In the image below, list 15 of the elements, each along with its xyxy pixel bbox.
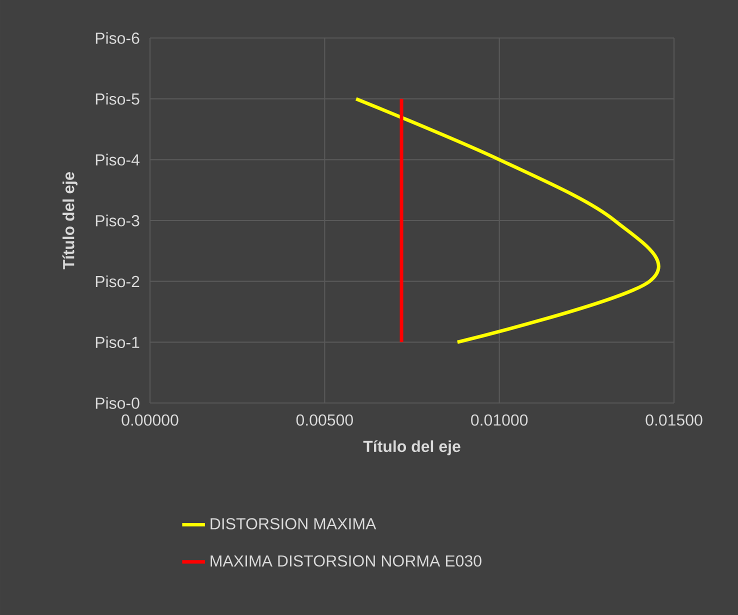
y-tick-label: Piso-3 (96, 214, 140, 226)
y-tick-label: Piso-1 (96, 336, 140, 348)
y-axis-title: Título del eje (62, 172, 78, 270)
y-tick-label: Piso-2 (96, 275, 140, 288)
x-tick-label: 0.00500 (296, 414, 353, 426)
y-tick-label: Piso-0 (96, 397, 140, 409)
y-tick-label: Piso-4 (96, 154, 140, 166)
x-tick-label: 0.01000 (471, 414, 528, 426)
legend-label: DISTORSION MAXIMA (210, 518, 376, 530)
y-tick-label: Piso-6 (96, 32, 140, 44)
x-tick-label: 0.01500 (646, 414, 702, 426)
y-tick-label: Piso-5 (96, 92, 140, 105)
legend-label: MAXIMA DISTORSION NORMA E030 (210, 555, 482, 567)
x-axis-title: Título del eje (363, 440, 460, 456)
x-tick-label: 0.00000 (122, 414, 178, 426)
